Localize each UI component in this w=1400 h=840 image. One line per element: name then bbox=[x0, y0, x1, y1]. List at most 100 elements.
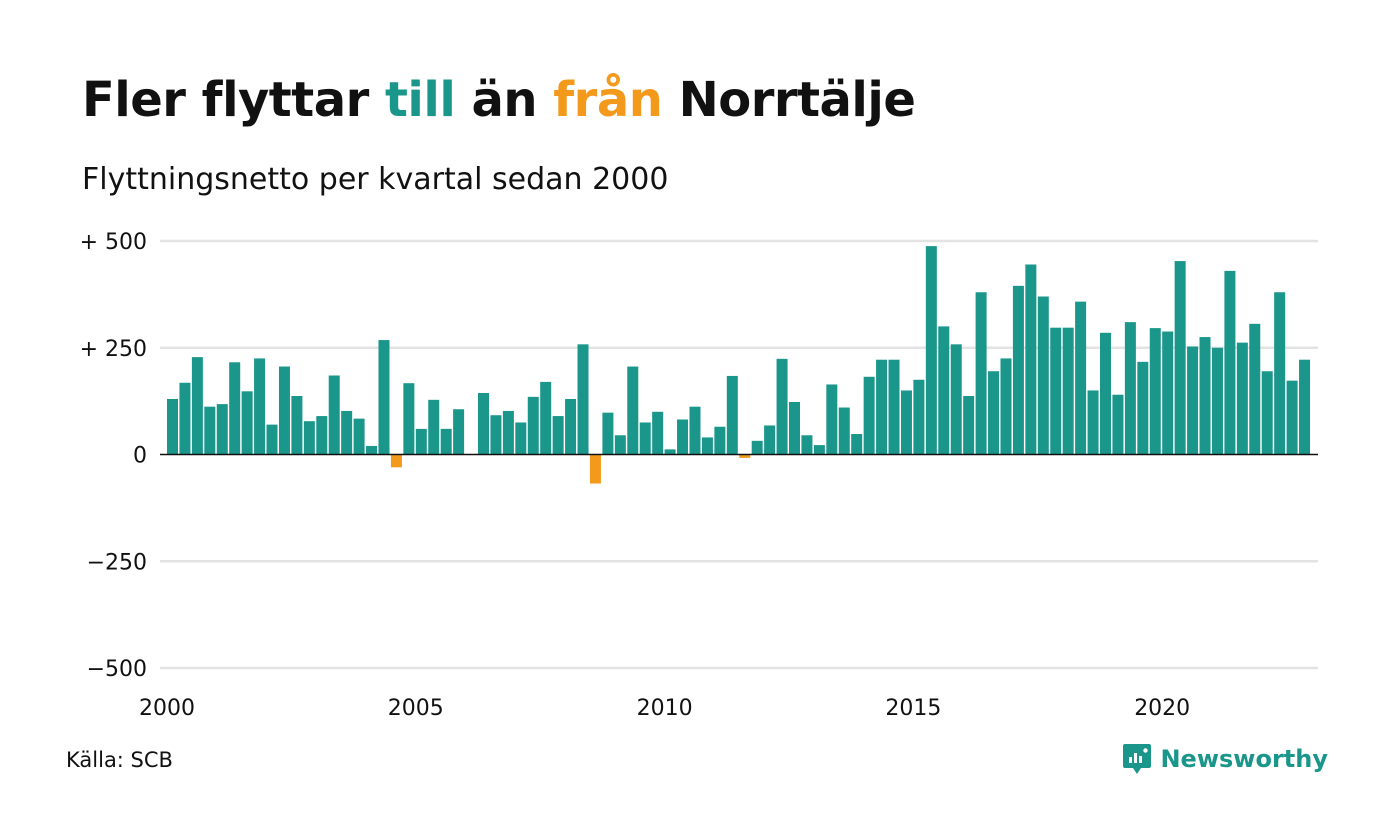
bar-positive bbox=[701, 437, 713, 455]
x-tick-label: 2005 bbox=[388, 696, 444, 721]
bar-positive bbox=[428, 399, 440, 455]
bar-positive bbox=[938, 326, 950, 455]
bar-positive bbox=[639, 422, 651, 455]
bar-positive bbox=[502, 410, 514, 455]
bar-positive bbox=[689, 406, 701, 455]
bar-positive bbox=[764, 425, 776, 455]
bars bbox=[167, 246, 1311, 484]
bar-positive bbox=[1249, 323, 1261, 455]
bar-positive bbox=[1000, 358, 1012, 455]
x-tick-label: 2010 bbox=[637, 696, 693, 721]
chart-subtitle: Flyttningsnetto per kvartal sedan 2000 bbox=[82, 162, 669, 197]
bar-positive bbox=[1050, 327, 1062, 455]
bar-positive bbox=[1124, 322, 1136, 455]
bar-positive bbox=[415, 428, 427, 455]
bar-positive bbox=[179, 382, 191, 455]
x-tick-label: 2020 bbox=[1134, 696, 1190, 721]
bar-positive bbox=[1137, 361, 1149, 455]
bar-positive bbox=[776, 358, 788, 455]
bar-positive bbox=[303, 421, 315, 455]
title-part-fran: från bbox=[553, 72, 663, 128]
y-tick-label: −500 bbox=[87, 657, 147, 682]
bar-positive bbox=[677, 419, 689, 455]
bar-positive bbox=[216, 404, 228, 455]
bar-positive bbox=[888, 359, 900, 455]
bar-positive bbox=[1087, 390, 1099, 455]
bar-positive bbox=[900, 390, 912, 455]
bar-positive bbox=[826, 384, 838, 455]
bar-positive bbox=[1025, 264, 1037, 455]
brand-name: Newsworthy bbox=[1160, 745, 1328, 773]
bar-positive bbox=[876, 359, 888, 455]
bar-positive bbox=[627, 366, 639, 455]
bar-positive bbox=[913, 379, 925, 455]
bar-positive bbox=[975, 292, 987, 455]
bar-positive bbox=[291, 396, 303, 455]
bar-positive bbox=[577, 344, 589, 455]
y-tick-label: 0 bbox=[133, 444, 147, 469]
bar-positive bbox=[1199, 337, 1211, 455]
bar-positive bbox=[925, 246, 937, 455]
bar-positive bbox=[1037, 296, 1049, 455]
bar-positive bbox=[863, 376, 875, 455]
bar-positive bbox=[191, 357, 203, 455]
grid-lines bbox=[160, 239, 1318, 670]
bar-positive bbox=[378, 340, 390, 455]
bar-positive bbox=[403, 383, 415, 455]
bar-positive bbox=[278, 366, 290, 455]
y-tick-label: −250 bbox=[87, 550, 147, 575]
x-tick-label: 2000 bbox=[139, 696, 195, 721]
bar-positive bbox=[963, 396, 975, 455]
title-part-till: till bbox=[384, 72, 456, 128]
bar-positive bbox=[614, 435, 626, 455]
bar-positive bbox=[1261, 371, 1273, 455]
bar-negative bbox=[739, 454, 751, 458]
bar-positive bbox=[490, 415, 502, 455]
bar-positive bbox=[167, 398, 178, 455]
chart-title: Fler flyttar till än från Norrtälje bbox=[82, 72, 916, 128]
bar-positive bbox=[527, 396, 539, 455]
bar-positive bbox=[266, 424, 278, 455]
bar-positive bbox=[789, 401, 800, 455]
bar-positive bbox=[1274, 292, 1286, 455]
x-tick-label: 2015 bbox=[885, 696, 941, 721]
bar-positive bbox=[366, 445, 378, 455]
bar-positive bbox=[1211, 347, 1223, 455]
bar-positive bbox=[1299, 359, 1311, 455]
bar-positive bbox=[515, 422, 527, 455]
bar-positive bbox=[478, 393, 489, 455]
bar-positive bbox=[552, 416, 564, 455]
bar-positive bbox=[254, 358, 266, 455]
bar-positive bbox=[1100, 332, 1111, 455]
newsworthy-logo-icon bbox=[1123, 744, 1152, 774]
bar-positive bbox=[229, 362, 241, 455]
bar-positive bbox=[328, 375, 340, 455]
x-axis-labels: 2000 2005 2010 2015 2020 bbox=[139, 696, 1190, 721]
source-note: Källa: SCB bbox=[66, 748, 173, 772]
bar-positive bbox=[440, 428, 452, 455]
bar-positive bbox=[726, 375, 738, 455]
bar-positive bbox=[453, 409, 465, 455]
bar-positive bbox=[851, 434, 863, 455]
bar-positive bbox=[988, 371, 1000, 455]
y-axis-labels: + 500 + 250 0 −250 −500 bbox=[80, 230, 147, 682]
bar-positive bbox=[353, 418, 365, 455]
bar-negative bbox=[589, 454, 601, 484]
bar-positive bbox=[714, 426, 726, 455]
bar-positive bbox=[1187, 346, 1199, 455]
bar-positive bbox=[341, 410, 353, 455]
bar-positive bbox=[241, 391, 253, 455]
bar-positive bbox=[540, 381, 552, 455]
bar-positive bbox=[1075, 301, 1087, 455]
bar-positive bbox=[1236, 342, 1248, 455]
bar-positive bbox=[1012, 285, 1024, 455]
bar-positive bbox=[652, 411, 664, 455]
y-tick-label: + 250 bbox=[80, 337, 147, 362]
brand: Newsworthy bbox=[1122, 742, 1328, 776]
bar-negative bbox=[390, 454, 402, 468]
bar-positive bbox=[565, 398, 577, 455]
bar-positive bbox=[1149, 328, 1161, 455]
bar-positive bbox=[316, 416, 328, 455]
bar-positive bbox=[1174, 261, 1186, 455]
